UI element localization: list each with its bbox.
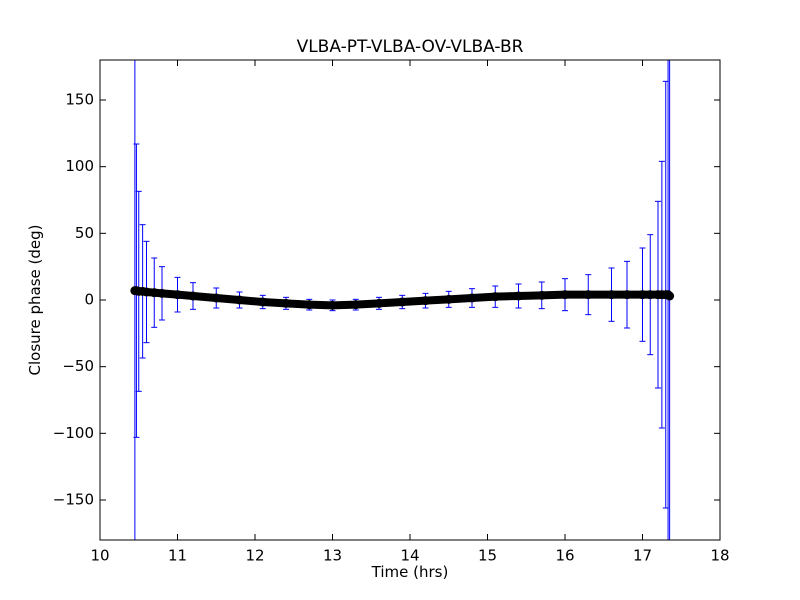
- y-tick-label: 0: [84, 291, 94, 309]
- data-point: [157, 288, 167, 298]
- data-point: [583, 290, 593, 300]
- y-tick-label: 50: [75, 224, 94, 242]
- data-point: [173, 290, 182, 300]
- x-tick-label: 11: [168, 547, 187, 565]
- y-tick-label: −150: [53, 491, 94, 509]
- data-point: [537, 290, 547, 300]
- x-axis-label: Time (hrs): [371, 563, 449, 581]
- data-point: [467, 293, 477, 303]
- data-point: [374, 298, 384, 308]
- x-tick-label: 17: [633, 547, 652, 565]
- data-point: [560, 290, 570, 300]
- data-point: [490, 292, 500, 302]
- data-point: [351, 300, 361, 310]
- y-tick-label: 100: [65, 157, 94, 175]
- data-point: [188, 291, 198, 301]
- data-point: [211, 293, 221, 303]
- y-tick-label: −50: [62, 357, 94, 375]
- y-axis-label: Closure phase (deg): [26, 225, 44, 376]
- data-point: [328, 300, 337, 310]
- x-tick-label: 15: [478, 547, 497, 565]
- x-tick-label: 18: [710, 547, 729, 565]
- chart-title: VLBA-PT-VLBA-OV-VLBA-BR: [297, 37, 524, 57]
- x-tick-label: 16: [555, 547, 574, 565]
- data-point: [397, 297, 407, 307]
- y-tick-label: 150: [65, 91, 94, 109]
- data-point: [645, 290, 655, 300]
- data-point: [514, 291, 523, 301]
- x-tick-label: 14: [400, 547, 419, 565]
- x-tick-label: 12: [245, 547, 264, 565]
- data-point: [421, 296, 430, 306]
- data-point: [149, 288, 159, 298]
- y-tick-label: −100: [53, 424, 94, 442]
- data-point: [281, 298, 291, 308]
- x-tick-label: 10: [90, 547, 109, 565]
- data-point: [235, 295, 244, 305]
- data-point: [638, 290, 647, 300]
- data-point: [607, 290, 616, 300]
- data-point: [304, 300, 314, 310]
- data-point: [444, 294, 454, 304]
- data-point: [142, 287, 151, 297]
- data-point: [665, 291, 675, 301]
- data-point: [258, 297, 268, 307]
- data-point: [622, 290, 632, 300]
- x-tick-label: 13: [323, 547, 342, 565]
- plot-area: [130, 60, 675, 540]
